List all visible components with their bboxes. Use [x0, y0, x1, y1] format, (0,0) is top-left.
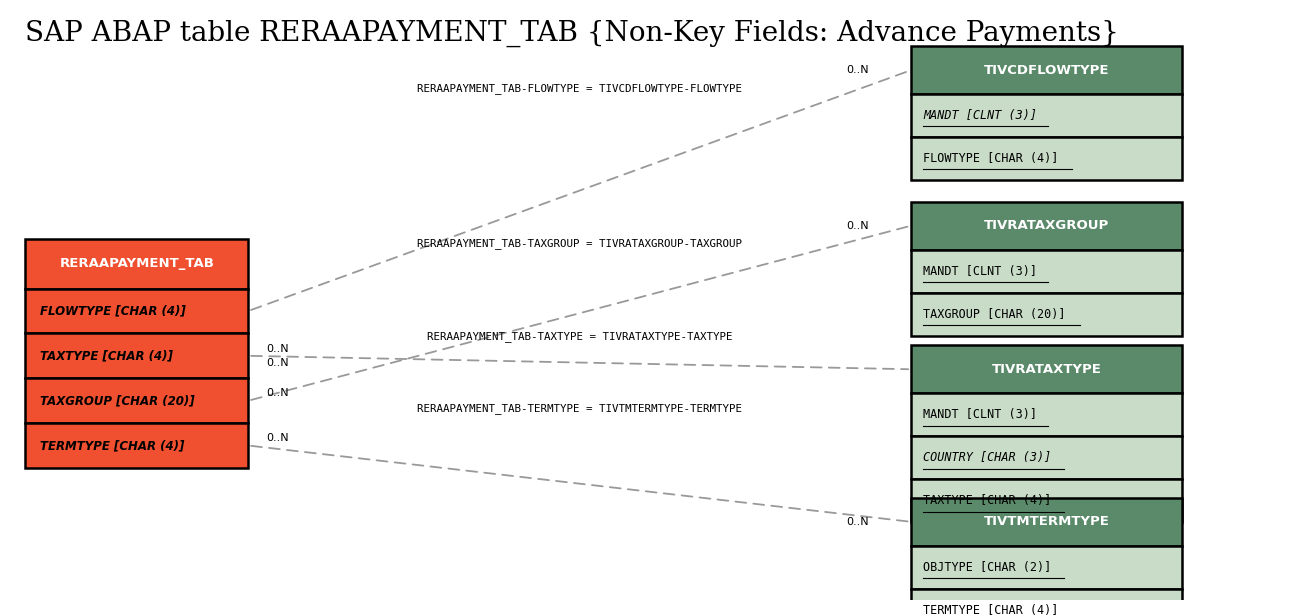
Text: RERAAPAYMENT_TAB-TAXTYPE = TIVRATAXTYPE-TAXTYPE: RERAAPAYMENT_TAB-TAXTYPE = TIVRATAXTYPE-… — [426, 331, 732, 342]
Text: TIVRATAXTYPE: TIVRATAXTYPE — [991, 363, 1101, 376]
Text: TIVCDFLOWTYPE: TIVCDFLOWTYPE — [984, 63, 1109, 76]
FancyBboxPatch shape — [25, 423, 249, 468]
Text: MANDT [CLNT (3)]: MANDT [CLNT (3)] — [923, 408, 1037, 421]
FancyBboxPatch shape — [910, 94, 1182, 137]
FancyBboxPatch shape — [910, 589, 1182, 616]
FancyBboxPatch shape — [910, 293, 1182, 336]
Text: 0..N: 0..N — [267, 358, 289, 368]
Text: TERMTYPE [CHAR (4)]: TERMTYPE [CHAR (4)] — [923, 604, 1058, 616]
Text: 0..N: 0..N — [846, 65, 869, 75]
Text: 0..N: 0..N — [267, 389, 289, 399]
Text: RERAAPAYMENT_TAB-FLOWTYPE = TIVCDFLOWTYPE-FLOWTYPE: RERAAPAYMENT_TAB-FLOWTYPE = TIVCDFLOWTYP… — [417, 83, 742, 94]
FancyBboxPatch shape — [910, 249, 1182, 293]
Text: FLOWTYPE [CHAR (4)]: FLOWTYPE [CHAR (4)] — [41, 304, 186, 317]
FancyBboxPatch shape — [910, 46, 1182, 94]
Text: RERAAPAYMENT_TAB-TERMTYPE = TIVTMTERMTYPE-TERMTYPE: RERAAPAYMENT_TAB-TERMTYPE = TIVTMTERMTYP… — [417, 403, 742, 413]
Text: FLOWTYPE [CHAR (4)]: FLOWTYPE [CHAR (4)] — [923, 152, 1058, 165]
Text: 0..N: 0..N — [267, 344, 289, 354]
FancyBboxPatch shape — [25, 378, 249, 423]
Text: COUNTRY [CHAR (3)]: COUNTRY [CHAR (3)] — [923, 452, 1052, 464]
Text: MANDT [CLNT (3)]: MANDT [CLNT (3)] — [923, 109, 1037, 122]
FancyBboxPatch shape — [910, 479, 1182, 522]
FancyBboxPatch shape — [25, 333, 249, 378]
FancyBboxPatch shape — [910, 393, 1182, 436]
Text: RERAAPAYMENT_TAB: RERAAPAYMENT_TAB — [59, 257, 215, 270]
Text: TAXTYPE [CHAR (4)]: TAXTYPE [CHAR (4)] — [923, 495, 1052, 508]
Text: TAXGROUP [CHAR (20)]: TAXGROUP [CHAR (20)] — [41, 394, 195, 407]
FancyBboxPatch shape — [910, 346, 1182, 393]
Text: TAXGROUP [CHAR (20)]: TAXGROUP [CHAR (20)] — [923, 308, 1066, 321]
FancyBboxPatch shape — [25, 288, 249, 333]
Text: TERMTYPE [CHAR (4)]: TERMTYPE [CHAR (4)] — [41, 439, 184, 452]
FancyBboxPatch shape — [910, 498, 1182, 546]
Text: 0..N: 0..N — [267, 434, 289, 444]
Text: SAP ABAP table RERAAPAYMENT_TAB {Non-Key Fields: Advance Payments}: SAP ABAP table RERAAPAYMENT_TAB {Non-Key… — [25, 19, 1120, 47]
Text: 0..N: 0..N — [846, 517, 869, 527]
FancyBboxPatch shape — [910, 202, 1182, 249]
FancyBboxPatch shape — [25, 240, 249, 288]
FancyBboxPatch shape — [910, 546, 1182, 589]
Text: RERAAPAYMENT_TAB-TAXGROUP = TIVRATAXGROUP-TAXGROUP: RERAAPAYMENT_TAB-TAXGROUP = TIVRATAXGROU… — [417, 238, 742, 249]
Text: 0..N: 0..N — [846, 221, 869, 231]
Text: TAXTYPE [CHAR (4)]: TAXTYPE [CHAR (4)] — [41, 349, 173, 362]
Text: MANDT [CLNT (3)]: MANDT [CLNT (3)] — [923, 265, 1037, 278]
Text: OBJTYPE [CHAR (2)]: OBJTYPE [CHAR (2)] — [923, 561, 1052, 573]
Text: TIVRATAXGROUP: TIVRATAXGROUP — [984, 219, 1109, 232]
FancyBboxPatch shape — [910, 137, 1182, 180]
Text: TIVTMTERMTYPE: TIVTMTERMTYPE — [984, 516, 1109, 529]
FancyBboxPatch shape — [910, 436, 1182, 479]
